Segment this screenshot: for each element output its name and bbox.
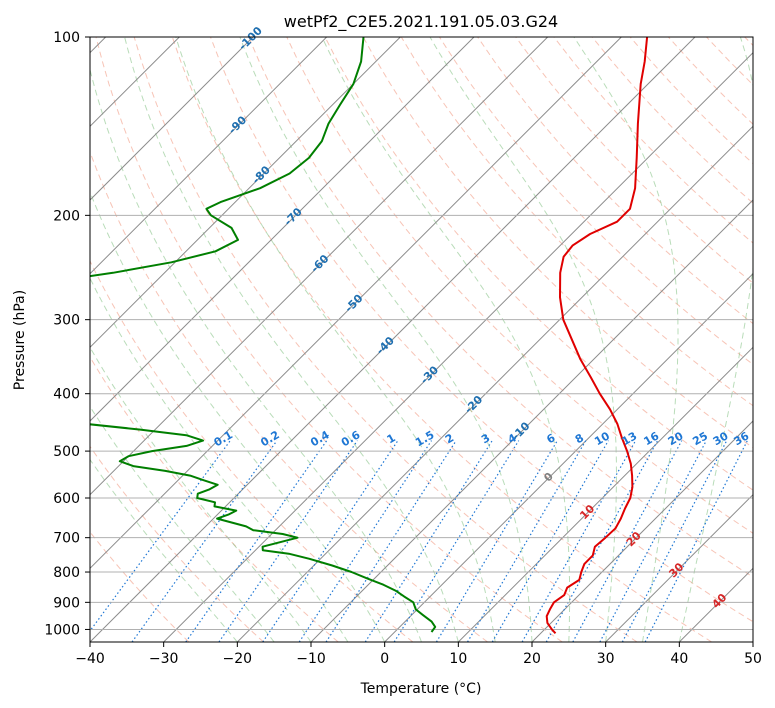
mixing-ratio-line bbox=[466, 440, 587, 642]
moist-adiabat bbox=[239, 37, 533, 642]
moist-adiabat bbox=[90, 405, 275, 642]
dry-adiabat bbox=[324, 37, 753, 491]
isotherm bbox=[531, 420, 753, 642]
isotherm bbox=[90, 37, 254, 201]
isotherm bbox=[236, 125, 753, 642]
x-tick-label: 50 bbox=[744, 651, 762, 667]
dry-adiabat bbox=[515, 37, 753, 284]
moist-adiabat bbox=[90, 277, 349, 642]
mixing-ratio-line bbox=[644, 440, 748, 642]
x-tick-label: 40 bbox=[670, 651, 688, 667]
x-tick-label: −10 bbox=[296, 651, 326, 667]
x-axis-label: Temperature (°C) bbox=[360, 681, 482, 697]
y-tick-label: 400 bbox=[53, 387, 80, 403]
dry-adiabat bbox=[210, 37, 753, 623]
chart-title: wetPf2_C2E5.2021.191.05.03.G24 bbox=[284, 12, 558, 32]
y-tick-label: 200 bbox=[53, 208, 80, 224]
moist-adiabat bbox=[90, 458, 238, 642]
x-tick-label: 0 bbox=[380, 651, 389, 667]
dry-adiabat bbox=[171, 37, 712, 642]
moist-adiabat bbox=[678, 37, 753, 642]
dry-adiabat bbox=[133, 37, 638, 642]
isotherm bbox=[457, 346, 753, 642]
y-tick-label: 900 bbox=[53, 595, 80, 611]
mixing-ratio-line bbox=[218, 440, 358, 642]
isotherm bbox=[90, 37, 475, 422]
x-tick-label: −30 bbox=[149, 651, 179, 667]
y-axis-label: Pressure (hPa) bbox=[12, 290, 28, 390]
isotherm bbox=[163, 51, 753, 642]
isotherm bbox=[310, 199, 753, 642]
isotherm bbox=[90, 37, 328, 275]
profile-lines bbox=[90, 37, 649, 634]
x-tick-label: −40 bbox=[75, 651, 105, 667]
mixing-ratio-line bbox=[621, 440, 728, 642]
dry-adiabat bbox=[248, 37, 753, 578]
y-axis: 100 200 300 400 500 600 700 800 900 1000 bbox=[44, 30, 90, 638]
mixing-ratio-line bbox=[185, 440, 328, 642]
x-axis: −40 −30 −20 −10 0 10 20 30 40 50 bbox=[75, 642, 762, 667]
moist-adiabat bbox=[429, 37, 617, 642]
x-tick-label: 10 bbox=[449, 651, 467, 667]
plot-frame bbox=[89, 36, 754, 643]
y-tick-label: 800 bbox=[53, 565, 80, 581]
x-tick-label: 20 bbox=[523, 651, 541, 667]
y-tick-label: 600 bbox=[53, 491, 80, 507]
dewpoint-line bbox=[90, 37, 437, 633]
moist-adiabat bbox=[573, 37, 679, 642]
isotherm bbox=[605, 493, 753, 642]
y-tick-label: 700 bbox=[53, 531, 80, 547]
x-tick-label: 30 bbox=[597, 651, 615, 667]
moist-adiabat bbox=[90, 190, 386, 642]
mixing-ratio-line bbox=[262, 440, 399, 642]
isotherm bbox=[90, 37, 696, 642]
mixing-ratio-line bbox=[90, 440, 231, 632]
x-tick-label: −20 bbox=[223, 651, 253, 667]
dry-adiabat bbox=[286, 37, 753, 534]
mixing-ratio-line bbox=[491, 440, 609, 642]
moist-adiabat bbox=[90, 67, 422, 642]
mixing-ratio-line bbox=[131, 440, 278, 642]
y-tick-label: 1000 bbox=[44, 622, 80, 638]
dry-adiabat bbox=[90, 259, 414, 642]
dry-adiabat bbox=[90, 356, 339, 642]
dry-adiabat bbox=[95, 37, 563, 642]
temperature-line bbox=[545, 37, 649, 634]
isotherm bbox=[90, 37, 401, 349]
dry-adiabat bbox=[90, 445, 264, 642]
y-tick-label: 500 bbox=[53, 444, 80, 460]
mixing-ratio-line bbox=[435, 440, 558, 642]
isotherm bbox=[384, 272, 753, 642]
mixing-ratio-line bbox=[298, 440, 432, 642]
moist-adiabat bbox=[124, 37, 459, 642]
isotherm bbox=[90, 37, 622, 570]
pressure-gridlines bbox=[90, 37, 753, 630]
background-lines bbox=[90, 37, 753, 642]
y-tick-label: 100 bbox=[53, 30, 80, 46]
moist-adiabat bbox=[175, 37, 496, 642]
mixing-ratio-line bbox=[521, 440, 637, 642]
mixing-ratio-line bbox=[393, 440, 520, 642]
isotherm bbox=[90, 37, 549, 496]
y-tick-label: 300 bbox=[53, 313, 80, 329]
